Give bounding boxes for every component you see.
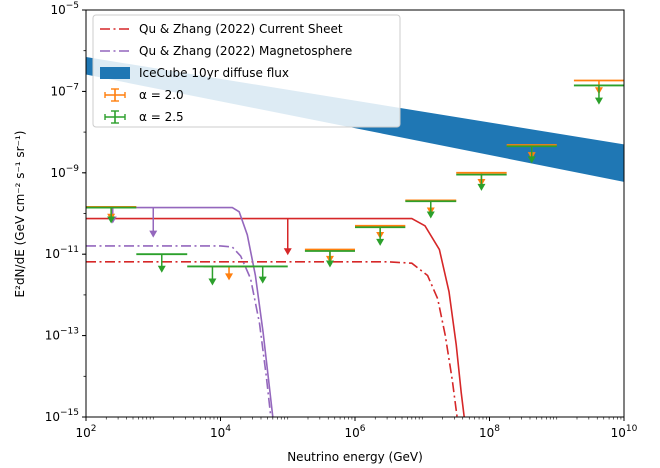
legend-label-3: α = 2.0 bbox=[139, 88, 184, 102]
alpha-2-5-limit-arrow-3-head bbox=[258, 276, 267, 284]
y-tick-label-5: 10−5 bbox=[50, 1, 79, 17]
legend: Qu & Zhang (2022) Current Sheet Qu & Zhan… bbox=[92, 14, 401, 128]
legend-label-4: α = 2.5 bbox=[139, 110, 184, 124]
alpha-2-0-limit-arrow-1-head bbox=[225, 273, 234, 281]
alpha-2-5-limit-arrow-1-head bbox=[157, 265, 166, 273]
model-curve-3 bbox=[86, 206, 274, 417]
legend-label-1: Qu & Zhang (2022) Magnetosphere bbox=[139, 44, 352, 58]
legend-label-2: IceCube 10yr diffuse flux bbox=[139, 66, 289, 80]
legend-swatch-2 bbox=[100, 67, 130, 79]
y-axis-label: E²dN/dE (GeV cm⁻² s⁻¹ sr⁻¹) bbox=[13, 131, 27, 298]
alpha-2-5-limit-arrow-0-head bbox=[107, 216, 116, 224]
alpha-2-5-limit-arrow-9-head bbox=[594, 97, 603, 105]
model-curve-2 bbox=[86, 217, 465, 417]
alpha-2-5-limit-arrow-8-head bbox=[527, 156, 536, 164]
legend-box bbox=[92, 14, 401, 128]
y-tick-label-0: 10−15 bbox=[45, 408, 79, 424]
model-curve-0 bbox=[86, 261, 458, 417]
x-tick-label-0: 102 bbox=[75, 424, 96, 440]
x-tick-label-3: 108 bbox=[479, 424, 500, 440]
axes-ticks: 102 104 106 108 1010 10−15 10−13 10−11 10−9 10−7 1… bbox=[45, 1, 638, 440]
alpha-2-5-limit-arrow-4-head bbox=[325, 260, 334, 268]
y-tick-label-2: 10−11 bbox=[45, 245, 79, 261]
alpha-2-5-limit-arrow-5-head bbox=[376, 238, 385, 246]
model-curve-1 bbox=[86, 245, 272, 417]
legend-label-0: Qu & Zhang (2022) Current Sheet bbox=[139, 22, 343, 36]
y-tick-label-1: 10−13 bbox=[45, 327, 79, 343]
y-tick-label-4: 10−7 bbox=[50, 82, 79, 98]
alpha-2-5-limit-arrow-7-head bbox=[477, 183, 486, 191]
alpha-2-5-limit-arrow-2-head bbox=[208, 278, 217, 286]
x-tick-label-1: 104 bbox=[210, 424, 231, 440]
x-axis-label: Neutrino energy (GeV) bbox=[287, 450, 423, 464]
current-sheet-arrow-head bbox=[283, 248, 292, 256]
y-tick-label-3: 10−9 bbox=[50, 164, 79, 180]
magnetosphere-arrow-1-head bbox=[149, 230, 158, 238]
alpha-2-5-limit-arrow-6-head bbox=[426, 211, 435, 219]
x-tick-label-2: 106 bbox=[344, 424, 365, 440]
x-tick-label-4: 1010 bbox=[611, 424, 638, 440]
